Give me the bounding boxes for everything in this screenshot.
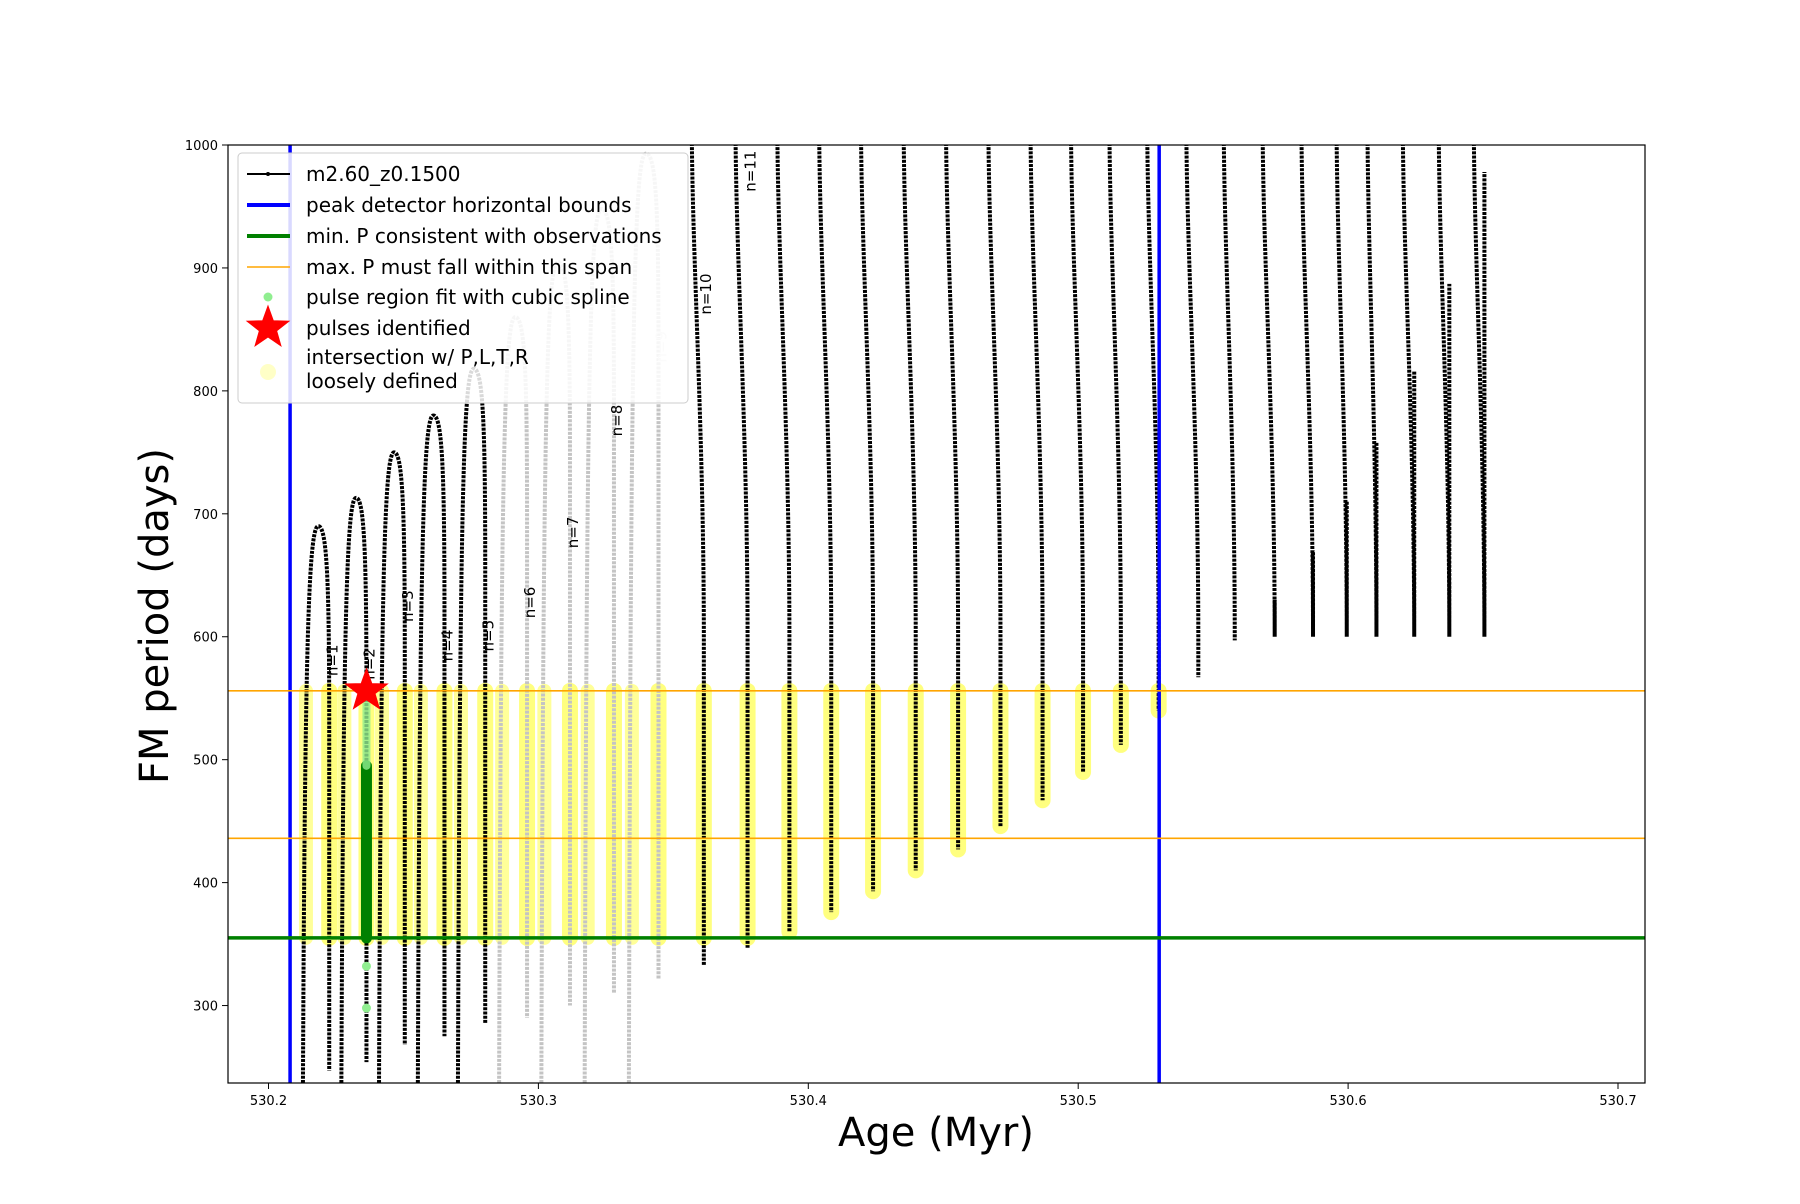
legend-box bbox=[237, 152, 689, 404]
track-pulse bbox=[1299, 145, 1316, 637]
spline-layer bbox=[360, 700, 372, 1013]
legend-swatch bbox=[245, 304, 291, 347]
track-pulse bbox=[415, 413, 447, 1083]
track-pulse bbox=[300, 524, 332, 1083]
legend-swatch bbox=[260, 364, 276, 380]
spline-point bbox=[361, 961, 371, 971]
track-pulse bbox=[944, 145, 961, 850]
track-pulse bbox=[1436, 145, 1452, 637]
y-tick-label: 300 bbox=[193, 1000, 218, 1015]
y-tick-label: 900 bbox=[193, 262, 218, 277]
track-pulse bbox=[1365, 145, 1379, 637]
legend-label: min. P consistent with observations bbox=[306, 224, 662, 248]
spline-point bbox=[361, 1003, 371, 1013]
legend-swatch bbox=[263, 292, 273, 302]
pulse-label: n=1 bbox=[323, 644, 341, 676]
legend-label: max. P must fall within this span bbox=[306, 255, 632, 279]
legend-label: m2.60_z0.1500 bbox=[306, 162, 461, 186]
track-pulse bbox=[986, 145, 1003, 827]
pulse-label: n=2 bbox=[361, 648, 379, 680]
track-pulse bbox=[1069, 145, 1086, 772]
track-pulse bbox=[1471, 145, 1487, 637]
track-pulse bbox=[1028, 145, 1045, 801]
legend-label: pulses identified bbox=[306, 316, 471, 340]
track-pulse bbox=[1260, 145, 1277, 637]
track-pulse bbox=[733, 145, 750, 948]
track-pulse bbox=[901, 145, 918, 871]
pulse-label: n=6 bbox=[521, 587, 539, 619]
x-tick-label: 530.7 bbox=[1599, 1094, 1636, 1109]
legend-label: pulse region fit with cubic spline bbox=[306, 285, 630, 309]
x-tick-label: 530.2 bbox=[250, 1094, 287, 1109]
pulse-label: n=10 bbox=[697, 273, 715, 314]
pulse-label: n=4 bbox=[439, 630, 457, 662]
track-pulse bbox=[775, 145, 792, 932]
legend-label: loosely defined bbox=[306, 369, 458, 393]
x-axis-label: Age (Myr) bbox=[838, 1110, 1034, 1156]
y-tick-label: 700 bbox=[193, 508, 218, 523]
track-pulse bbox=[1221, 145, 1237, 641]
x-tick-label: 530.3 bbox=[520, 1094, 557, 1109]
y-tick-label: 600 bbox=[193, 631, 218, 646]
pulse-label: n=3 bbox=[399, 590, 417, 622]
identified-pulse-star bbox=[344, 667, 389, 710]
plot-frame bbox=[227, 144, 1646, 1084]
track-pulse bbox=[1400, 145, 1417, 637]
x-tick-label: 530.6 bbox=[1329, 1094, 1366, 1109]
track-pulse bbox=[377, 450, 407, 1083]
y-tick-label: 1000 bbox=[185, 139, 218, 154]
track-pulse bbox=[1107, 145, 1123, 745]
track-pulse bbox=[689, 145, 706, 965]
x-tick-label: 530.5 bbox=[1060, 1094, 1097, 1109]
y-tick-label: 800 bbox=[193, 385, 218, 400]
pulse-label: n=5 bbox=[479, 620, 497, 652]
y-tick-label: 400 bbox=[193, 877, 218, 892]
axes-layer: 530.2 530.3 530.4 530.5 530.6 530.7 300 400 500 6… bbox=[185, 139, 1637, 1109]
track-pulse bbox=[1334, 145, 1349, 637]
y-axis-label: FM period (days) bbox=[132, 448, 178, 784]
track-pulse bbox=[859, 145, 876, 892]
legend-swatch-dot bbox=[266, 172, 270, 176]
y-tick-label: 500 bbox=[193, 754, 218, 769]
pulse-label: n=8 bbox=[608, 405, 626, 437]
legend-label: peak detector horizontal bounds bbox=[306, 193, 632, 217]
track-pulse bbox=[339, 495, 369, 1083]
legend-label: intersection w/ P,L,T,R bbox=[306, 345, 529, 369]
pulse-label: n=7 bbox=[564, 517, 582, 549]
star-layer bbox=[344, 667, 389, 710]
x-tick-label: 530.4 bbox=[790, 1094, 827, 1109]
track-pulse bbox=[1184, 145, 1201, 678]
pulse-label: n=11 bbox=[742, 151, 760, 192]
track-pulse bbox=[817, 145, 834, 913]
